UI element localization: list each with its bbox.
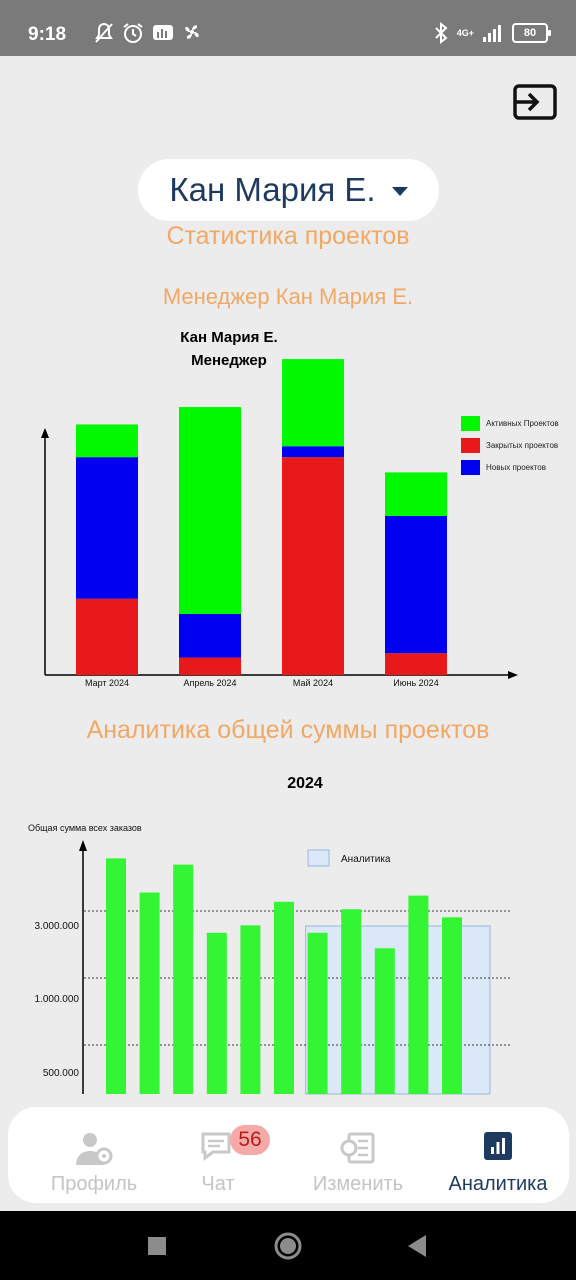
user-selector[interactable]: Кан Мария Е. xyxy=(138,159,439,221)
section-subtitle-manager: Менеджер Кан Мария Е. xyxy=(0,284,576,310)
chart1-subtitle: Менеджер xyxy=(191,352,267,369)
chart1-x-tick-label: Июнь 2024 xyxy=(393,678,438,688)
nav-analytics-label: Аналитика xyxy=(438,1173,558,1196)
chart2-bar xyxy=(240,925,260,1094)
signal-icon xyxy=(482,23,504,43)
nav-chat-label: Чат xyxy=(164,1173,272,1196)
nav-analytics[interactable]: Аналитика xyxy=(438,1107,558,1203)
chart1-x-arrow xyxy=(508,671,518,679)
sum-chart: 2024 Общая сумма всех заказов 3.000.000 1.0… xyxy=(0,765,576,1100)
chart2-bar xyxy=(375,948,395,1094)
chart2-y-label: Общая сумма всех заказов xyxy=(28,823,142,833)
analytics-icon xyxy=(483,1131,513,1161)
chart1-bar-segment xyxy=(282,457,344,675)
nav-profile-label: Профиль xyxy=(24,1173,164,1196)
chart1-bar-segment xyxy=(76,599,138,675)
mute-icon xyxy=(94,22,114,44)
bottom-nav: Профиль Чат Изменить Аналитика xyxy=(8,1107,569,1203)
chart2-bar xyxy=(341,909,361,1094)
chart1-bar-segment xyxy=(385,653,447,675)
section-title-statistics: Статистика проектов xyxy=(0,222,576,251)
edit-document-icon xyxy=(339,1131,377,1165)
home-button[interactable] xyxy=(274,1232,302,1260)
chart2-y-tick-label: 3.000.000 xyxy=(35,921,80,932)
chart1-title: Кан Мария Е. xyxy=(180,329,277,346)
chart1-x-tick-label: Май 2024 xyxy=(293,678,333,688)
nav-profile[interactable]: Профиль xyxy=(24,1107,164,1203)
nav-edit-label: Изменить xyxy=(298,1173,418,1196)
chart2-bar xyxy=(408,896,428,1094)
back-button[interactable] xyxy=(408,1235,426,1257)
exit-icon[interactable] xyxy=(513,84,557,120)
chart1-bar-segment xyxy=(282,446,344,457)
status-bar: 9:18 4G+ 80 xyxy=(0,0,576,56)
chart2-highlight-area xyxy=(306,926,490,1094)
chart2-bar xyxy=(274,902,294,1094)
chart1-legend-swatch xyxy=(461,438,480,453)
chart2-y-tick-label: 1.000.000 xyxy=(35,994,80,1005)
chart1-bar-segment xyxy=(76,457,138,599)
chevron-down-icon xyxy=(392,187,408,196)
chart1-bar-segment xyxy=(385,516,447,653)
chart2-bar xyxy=(140,893,160,1095)
chart1-legend-swatch xyxy=(461,416,480,431)
chart2-title: 2024 xyxy=(287,775,323,792)
chart2-legend-swatch xyxy=(308,850,329,866)
network-type: 4G+ xyxy=(457,29,474,38)
chart1-legend-label: Закрытых проектов xyxy=(486,441,558,450)
nav-chat[interactable]: Чат xyxy=(164,1107,272,1203)
chart1-bar-segment xyxy=(76,424,138,457)
chart1-bar-segment xyxy=(385,472,447,516)
chart1-bar-segment xyxy=(179,658,241,675)
chart2-bar xyxy=(442,917,462,1094)
status-icons-right: 4G+ 80 xyxy=(433,22,548,44)
user-selector-label: Кан Мария Е. xyxy=(169,171,375,209)
chart1-bar-segment xyxy=(179,614,241,658)
status-time: 9:18 xyxy=(28,24,66,46)
nav-edit[interactable]: Изменить xyxy=(298,1107,418,1203)
stats-icon xyxy=(152,22,174,42)
bluetooth-icon xyxy=(433,22,449,44)
chart2-bar xyxy=(106,858,126,1094)
projects-chart: Кан Мария Е. Менеджер Март 2024 Апрель 2024… xyxy=(0,320,576,700)
chart2-bar xyxy=(207,933,227,1094)
battery-icon: 80 xyxy=(512,23,548,43)
chart1-legend-swatch xyxy=(461,460,480,475)
chart2-bar xyxy=(308,933,328,1094)
chart2-y-tick-label: 500.000 xyxy=(43,1068,80,1079)
recents-button[interactable] xyxy=(148,1237,166,1255)
chart1-bar-segment xyxy=(282,359,344,446)
chart1-x-tick-label: Март 2024 xyxy=(85,678,129,688)
chart2-y-arrow xyxy=(79,840,87,851)
chat-badge: 56 xyxy=(230,1125,270,1155)
status-icons-left xyxy=(94,22,202,44)
chart2-legend-label: Аналитика xyxy=(341,854,391,865)
fan-icon xyxy=(182,22,202,42)
chart2-bar xyxy=(173,865,193,1094)
chart1-legend-label: Активных Проектов xyxy=(486,419,559,428)
chart1-x-tick-label: Апрель 2024 xyxy=(183,678,236,688)
chart1-y-arrow xyxy=(41,428,49,438)
profile-icon xyxy=(74,1131,114,1167)
system-nav-bar xyxy=(0,1211,576,1280)
alarm-icon xyxy=(122,22,144,44)
chart1-legend-label: Новых проектов xyxy=(486,463,546,472)
chart1-bar-segment xyxy=(179,407,241,614)
section-title-analytics: Аналитика общей суммы проектов xyxy=(0,716,576,745)
